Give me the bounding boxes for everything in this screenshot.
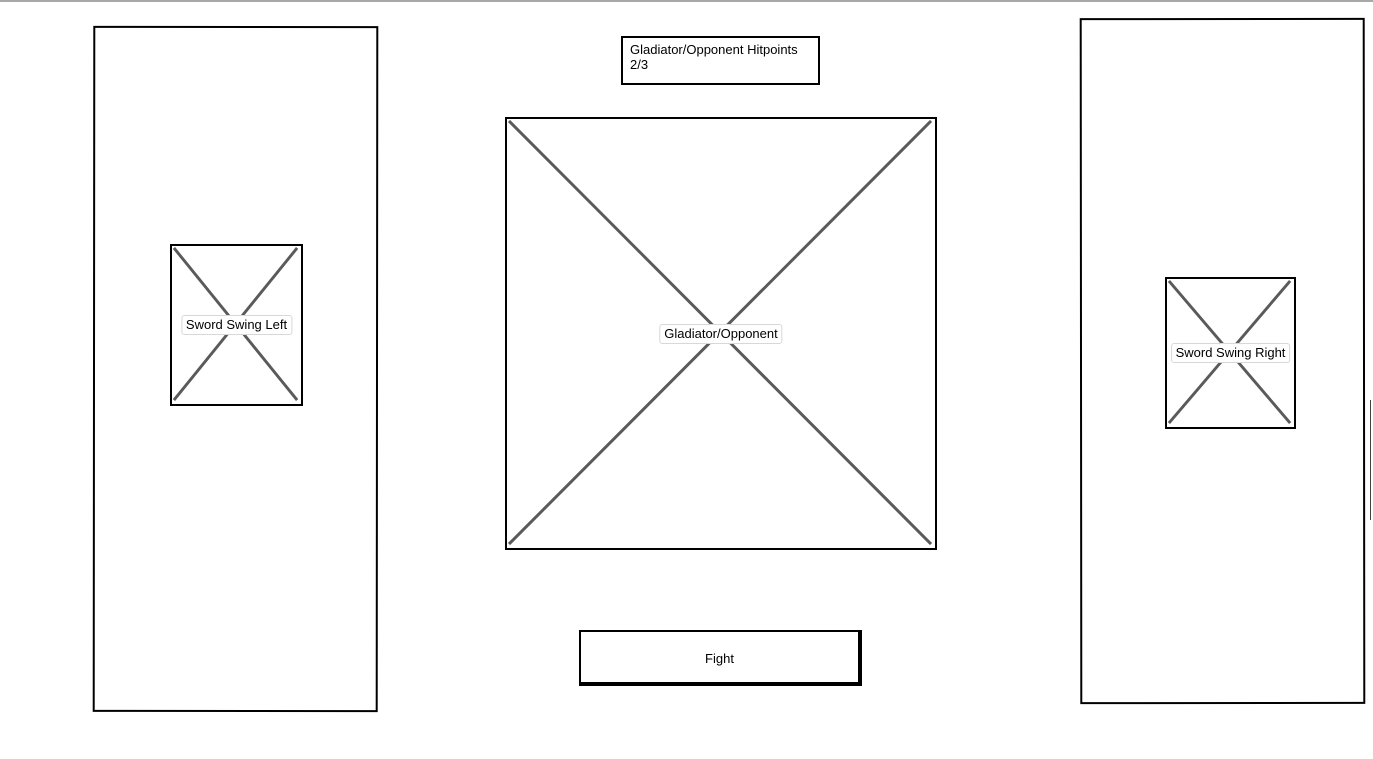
sword-swing-right-label: Sword Swing Right: [1170, 343, 1291, 363]
gladiator-opponent-image[interactable]: Gladiator/Opponent: [505, 117, 937, 550]
sword-swing-right-image[interactable]: Sword Swing Right: [1165, 277, 1296, 429]
right-edge-line: [1370, 400, 1371, 520]
hitpoints-value: 2/3: [630, 57, 649, 72]
hitpoints-title: Gladiator/Opponent Hitpoints: [630, 42, 798, 57]
fight-button[interactable]: Fight: [579, 630, 862, 686]
gladiator-opponent-label: Gladiator/Opponent: [659, 323, 783, 344]
top-border: [0, 0, 1373, 2]
sword-swing-left-image[interactable]: Sword Swing Left: [170, 244, 303, 406]
sword-swing-left-label: Sword Swing Left: [180, 315, 293, 335]
hitpoints-box: Gladiator/Opponent Hitpoints 2/3: [621, 36, 820, 85]
